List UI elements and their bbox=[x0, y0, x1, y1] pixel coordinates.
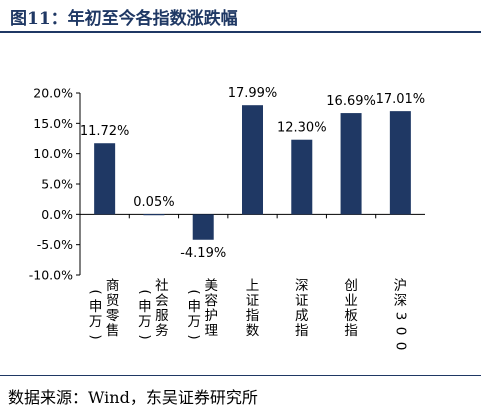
y-tick-label: 10.0% bbox=[33, 146, 73, 161]
category-char: 售 bbox=[106, 323, 120, 339]
category-char: 深 bbox=[394, 293, 408, 309]
data-label: 16.69% bbox=[326, 94, 376, 109]
category-sublabel: ( 申万) bbox=[186, 289, 202, 339]
category-char: 证 bbox=[295, 293, 309, 309]
bar-chart: -10.0% -5.0% 0.0% 5.0% 10.0% 15.0% 20.0% 11.72… bbox=[29, 86, 426, 351]
category-char: 服 bbox=[155, 308, 169, 324]
category-char: ) bbox=[88, 334, 104, 339]
category-char: 3 bbox=[392, 312, 408, 321]
category-char: ( bbox=[88, 289, 104, 294]
category-char: 务 bbox=[155, 323, 169, 339]
category-sublabel: ( 申万) bbox=[137, 289, 153, 339]
bar bbox=[389, 111, 411, 215]
category-char: 沪 bbox=[394, 278, 408, 294]
category-char: 万 bbox=[138, 314, 152, 330]
bar bbox=[291, 139, 313, 215]
category-char: 美 bbox=[204, 278, 218, 294]
category-char: ( bbox=[186, 289, 202, 294]
footer-divider bbox=[0, 375, 481, 376]
category-char: 指 bbox=[344, 323, 358, 339]
category-char: 会 bbox=[155, 293, 169, 309]
category-char: 深 bbox=[295, 278, 309, 294]
data-label: 0.05% bbox=[133, 195, 174, 210]
y-tick-label: 20.0% bbox=[33, 86, 73, 101]
category-char: 业 bbox=[344, 293, 358, 309]
category-char: 0 bbox=[392, 342, 408, 351]
chart-title: 图11：年初至今各指数涨跌幅 bbox=[10, 9, 238, 29]
category-sublabel: ( 申万) bbox=[88, 289, 104, 339]
y-tick-label: -10.0% bbox=[29, 268, 73, 283]
category-char: ) bbox=[186, 334, 202, 339]
category-char: ) bbox=[137, 334, 153, 339]
category-char: 0 bbox=[392, 327, 408, 336]
category-char: 创 bbox=[344, 278, 358, 294]
category-char: 零 bbox=[106, 308, 120, 324]
data-label: 17.99% bbox=[228, 86, 278, 101]
y-tick-label: 15.0% bbox=[33, 116, 73, 131]
data-label: 11.72% bbox=[80, 124, 130, 139]
bar bbox=[94, 143, 116, 215]
data-label: 12.30% bbox=[277, 121, 327, 136]
bar bbox=[143, 214, 165, 216]
category-char: ( bbox=[137, 289, 153, 294]
category-char: 申 bbox=[89, 299, 103, 315]
category-char: 申 bbox=[138, 299, 152, 315]
y-tick-label: 0.0% bbox=[41, 207, 73, 222]
category-char: 社 bbox=[155, 278, 169, 294]
category-char: 商 bbox=[106, 278, 120, 294]
category-char: 万 bbox=[187, 314, 201, 330]
y-tick-label: -5.0% bbox=[37, 237, 73, 252]
y-tick-label: 5.0% bbox=[41, 177, 73, 192]
category-char: 容 bbox=[204, 292, 218, 309]
category-label: 沪深 3 0 0 bbox=[392, 278, 408, 350]
category-char: 上 bbox=[246, 278, 260, 294]
data-label: 17.01% bbox=[376, 92, 426, 107]
category-char: 证 bbox=[246, 293, 260, 309]
category-char: 申 bbox=[187, 299, 201, 315]
category-char: 护 bbox=[204, 308, 218, 324]
bar bbox=[242, 105, 263, 215]
category-char: 指 bbox=[295, 323, 309, 339]
data-source: 数据来源：Wind，东吴证券研究所 bbox=[8, 388, 258, 407]
category-char: 指 bbox=[246, 308, 260, 324]
data-label: -4.19% bbox=[180, 246, 226, 261]
category-char: 理 bbox=[204, 323, 218, 339]
title-divider bbox=[0, 31, 481, 33]
category-char: 万 bbox=[89, 314, 103, 330]
bar bbox=[192, 214, 214, 240]
category-char: 板 bbox=[344, 308, 358, 324]
bar bbox=[340, 113, 362, 215]
category-char: 数 bbox=[246, 323, 260, 339]
category-char: 成 bbox=[295, 308, 309, 324]
category-char: 贸 bbox=[106, 293, 120, 309]
